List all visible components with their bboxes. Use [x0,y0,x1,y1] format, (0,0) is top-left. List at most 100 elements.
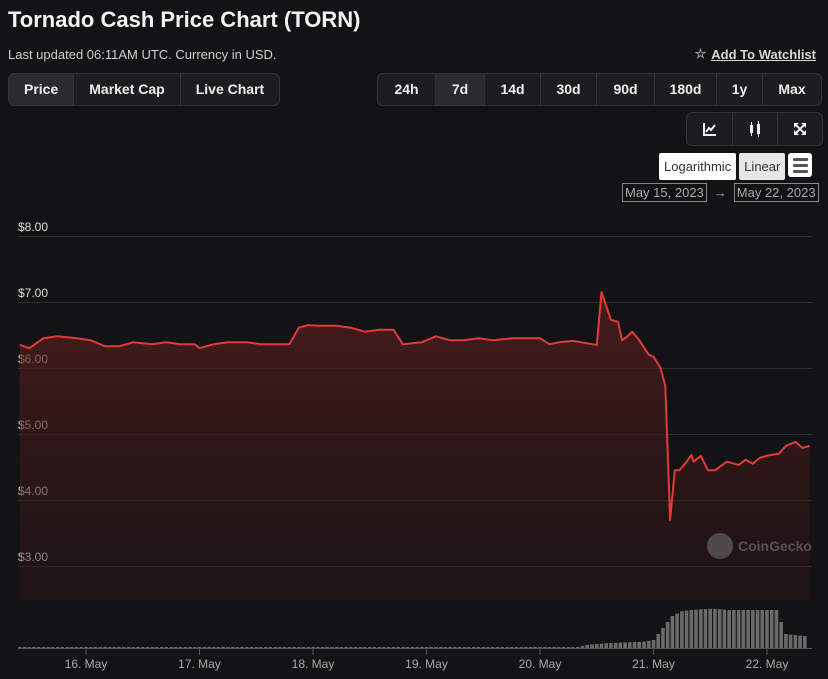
price-line [19,291,810,521]
volume-bar [372,647,377,648]
logarithmic-button[interactable]: Logarithmic [659,153,737,180]
volume-bar [613,642,618,648]
volume-bar [618,642,623,648]
volume-bar [36,647,41,648]
y-tick-label: $8.00 [18,220,48,234]
volume-bar [22,647,27,648]
line-chart-icon[interactable] [687,113,732,145]
volume-bar [457,647,462,648]
volume-bar [230,647,235,648]
date-to-input[interactable]: May 22, 2023 [733,183,819,202]
volume-bar [263,647,268,648]
volume-bar [74,647,79,648]
hamburger-menu-icon[interactable] [788,153,813,177]
volume-bar [481,647,486,648]
volume-bar [557,647,561,648]
range-90d[interactable]: 90d [596,74,654,105]
candlestick-icon[interactable] [732,113,777,145]
x-tick-label: 20. May [519,657,562,671]
arrow-icon: → [713,185,727,200]
volume-bar [112,647,117,648]
volume-bar [268,647,273,648]
volume-bar [235,647,240,648]
volume-bar [576,647,580,648]
volume-bar [571,647,575,648]
range-1y[interactable]: 1y [716,74,762,105]
volume-bar [396,647,400,648]
volume-bar [211,647,216,648]
volume-bar [590,644,594,648]
range-max[interactable]: Max [762,74,821,105]
volume-bar [325,647,329,648]
volume-bar [779,622,783,648]
volume-bar [98,647,102,648]
date-from-input[interactable]: May 15, 2023 [622,183,707,202]
volume-bar [434,647,438,648]
volume-bar [79,647,84,648]
volume-bar [609,643,613,648]
volume-bar [798,635,802,648]
volume-bar [803,636,807,648]
volume-bar [410,647,415,648]
volume-bar [65,647,69,648]
volume-bar [741,610,746,648]
volume-bar [632,642,637,648]
fullscreen-icon[interactable] [777,113,822,145]
volume-bar [145,647,150,648]
volume-bar [713,609,717,648]
range-30d[interactable]: 30d [540,74,596,105]
range-7d[interactable]: 7d [435,74,484,105]
volume-bar [646,640,651,648]
linear-button[interactable]: Linear [739,153,786,180]
volume-bar [599,643,604,648]
volume-bar [637,641,642,648]
volume-bar [490,647,495,648]
tab-live-chart[interactable]: Live Chart [179,74,279,105]
range-24h[interactable]: 24h [394,81,419,97]
volume-bar [159,647,164,648]
volume-bar [84,647,88,648]
price-area [19,292,810,600]
range-14d[interactable]: 14d [484,74,540,105]
volume-bar [254,647,259,648]
volume-bar [240,647,244,648]
volume-bar [661,628,665,648]
volume-bar [552,647,556,648]
volume-bar [736,610,741,648]
volume-bar [746,610,750,648]
volume-bar [580,646,585,648]
volume-bar [774,610,779,648]
volume-bar [244,647,249,648]
volume-bar [391,647,396,648]
volume-bar [651,640,656,648]
volume-bar [174,647,178,648]
volume-bar [353,647,358,648]
volume-bar [405,647,410,648]
volume-bar [505,647,509,648]
volume-bar [259,647,263,648]
volume-bar [732,610,736,648]
range-180d[interactable]: 180d [654,74,716,105]
volume-bar [330,647,334,648]
volume-bar [88,647,93,648]
x-tick-label: 16. May [65,657,108,671]
svg-text:CoinGecko: CoinGecko [738,538,812,554]
add-to-watchlist-link[interactable]: ☆ Add To Watchlist [695,46,816,62]
volume-bar [750,610,755,648]
volume-bar [793,635,798,648]
tab-market-cap[interactable]: Market Cap [73,74,179,105]
volume-bar [467,647,471,648]
volume-bar [509,647,514,648]
volume-bar [51,647,55,648]
tab-price[interactable]: Price [9,74,74,105]
chart-type-tabs: Price Market Cap Live Chart [8,73,281,106]
volume-bar [471,647,476,648]
scale-toggle: Logarithmic Linear [659,153,813,180]
volume-bar [675,613,679,648]
volume-bar [519,647,523,648]
volume-bar [386,647,391,648]
volume-bar [523,647,528,648]
x-tick-label: 21. May [632,657,675,671]
volume-bar [122,647,126,648]
